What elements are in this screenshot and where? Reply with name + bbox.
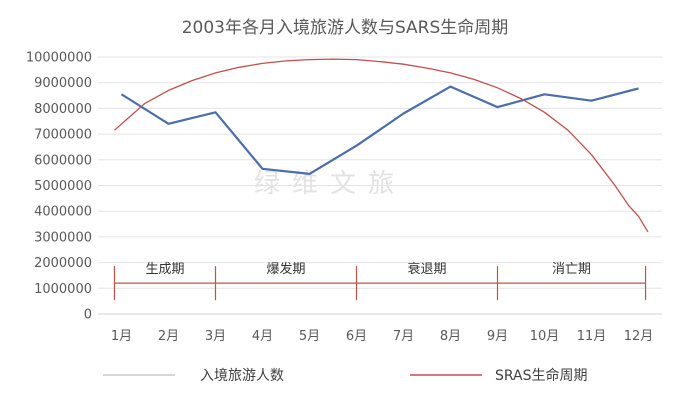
- x-tick-label: 1月: [111, 329, 132, 344]
- y-tick-label: 5000000: [34, 179, 92, 194]
- y-tick-label: 8000000: [34, 102, 92, 117]
- x-tick-label: 8月: [440, 329, 461, 344]
- y-axis-ticks: 0 1000000 2000000 3000000 4000000 5000000 6000…: [26, 51, 92, 323]
- x-tick-label: 9月: [487, 329, 508, 344]
- grid: [98, 56, 662, 315]
- watermark-text: 绿维文旅: [254, 169, 406, 199]
- y-tick-label: 3000000: [34, 230, 92, 245]
- y-tick-label: 7000000: [34, 128, 92, 143]
- phase-label: 生成期: [145, 262, 184, 277]
- y-tick-label: 0: [84, 308, 92, 323]
- series-line-sars-lifecycle: [114, 58, 649, 233]
- x-tick-label: 5月: [299, 329, 320, 344]
- y-tick-label: 2000000: [34, 256, 92, 271]
- series-lines: [114, 58, 649, 233]
- x-tick-label: 10月: [530, 329, 560, 344]
- phase-label: 衰退期: [407, 261, 446, 277]
- chart-title: 2003年各月入境旅游人数与SARS生命周期: [182, 18, 509, 38]
- x-tick-label: 6月: [346, 329, 367, 344]
- x-tick-label: 3月: [205, 329, 226, 344]
- legend-label: SRAS生命周期: [495, 367, 588, 384]
- x-tick-label: 2月: [158, 329, 179, 344]
- y-tick-label: 4000000: [34, 205, 92, 220]
- y-tick-label: 10000000: [26, 51, 92, 66]
- series-line-tourists: [120, 85, 639, 175]
- phase-label: 爆发期: [266, 261, 305, 277]
- y-tick-label: 1000000: [34, 282, 92, 297]
- x-tick-label: 12月: [624, 329, 654, 344]
- x-tick-label: 7月: [393, 329, 414, 344]
- x-axis-ticks: 1月 2月 3月 4月 5月 6月 7月 8月 9月 10月 11月 12月: [111, 329, 653, 344]
- legend-label: 入境旅游人数: [200, 368, 284, 384]
- x-tick-label: 11月: [577, 329, 607, 344]
- y-tick-label: 9000000: [34, 76, 92, 91]
- phase-timeline: 生成期 爆发期 衰退期 消亡期: [113, 261, 647, 301]
- x-tick-label: 4月: [252, 329, 273, 344]
- legend: 入境旅游人数 SRAS生命周期: [103, 367, 588, 384]
- phase-label: 消亡期: [552, 262, 591, 277]
- y-tick-label: 6000000: [34, 153, 92, 168]
